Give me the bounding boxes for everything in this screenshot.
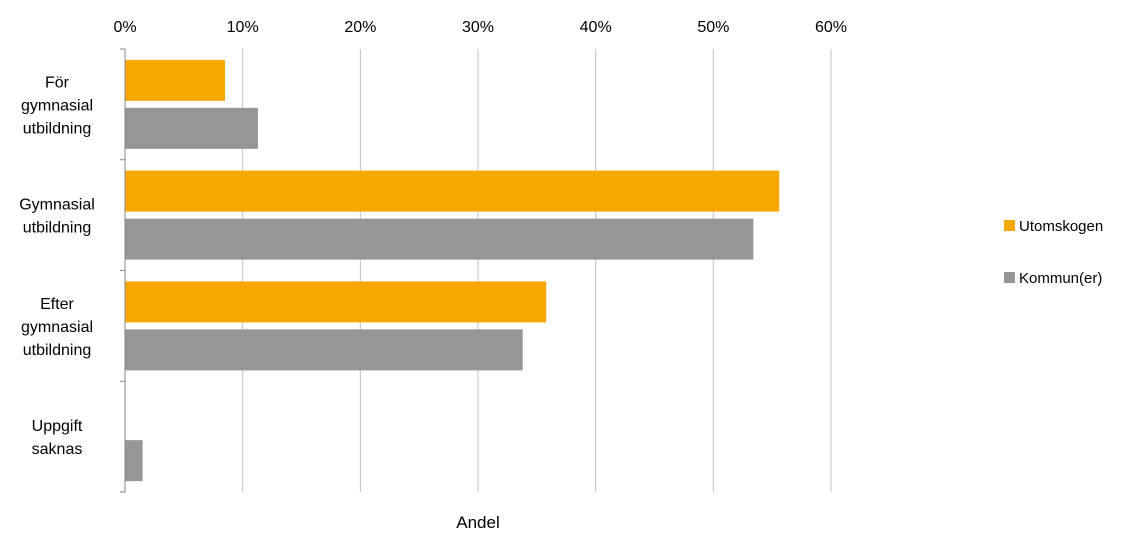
category-label: utbildning xyxy=(23,120,92,137)
legend-label: Kommun(er) xyxy=(1019,270,1102,287)
x-tick-label: 40% xyxy=(580,19,612,36)
x-tick-label: 50% xyxy=(697,19,729,36)
x-tick-label: 0% xyxy=(113,19,136,36)
category-label: saknas xyxy=(32,441,83,458)
x-tick-label: 20% xyxy=(344,19,376,36)
legend: Utomskogen Kommun(er) xyxy=(1004,218,1103,287)
category-label: Gymnasial xyxy=(19,197,95,214)
bar-kommun-er xyxy=(125,218,754,260)
bar-kommun-er xyxy=(125,107,258,149)
y-axis-category-labels: För gymnasial utbildning Gymnasial utbildnin… xyxy=(19,74,95,458)
category-label: gymnasial xyxy=(21,97,93,114)
bar-kommun-er xyxy=(125,329,523,371)
category-label: Efter xyxy=(40,296,74,313)
legend-swatch xyxy=(1004,272,1015,283)
category-label: utbildning xyxy=(23,220,92,237)
axes xyxy=(120,48,126,493)
category-label: utbildning xyxy=(23,342,92,359)
bar-utomskogen xyxy=(125,170,780,212)
x-axis-title: Andel xyxy=(456,513,499,532)
legend-swatch xyxy=(1004,220,1015,231)
bar-kommun-er xyxy=(125,440,143,482)
bar-utomskogen xyxy=(125,281,547,323)
bar-utomskogen xyxy=(125,59,226,101)
category-label: gymnasial xyxy=(21,319,93,336)
legend-label: Utomskogen xyxy=(1019,218,1103,235)
x-tick-label: 30% xyxy=(462,19,494,36)
bars xyxy=(125,59,780,482)
gridlines xyxy=(242,49,832,492)
x-tick-label: 60% xyxy=(815,19,847,36)
x-tick-label: 10% xyxy=(227,19,259,36)
category-label: Uppgift xyxy=(32,418,83,435)
category-label: För xyxy=(45,74,70,91)
x-axis-ticks: 0% 10% 20% 30% 40% 50% 60% xyxy=(113,19,847,36)
